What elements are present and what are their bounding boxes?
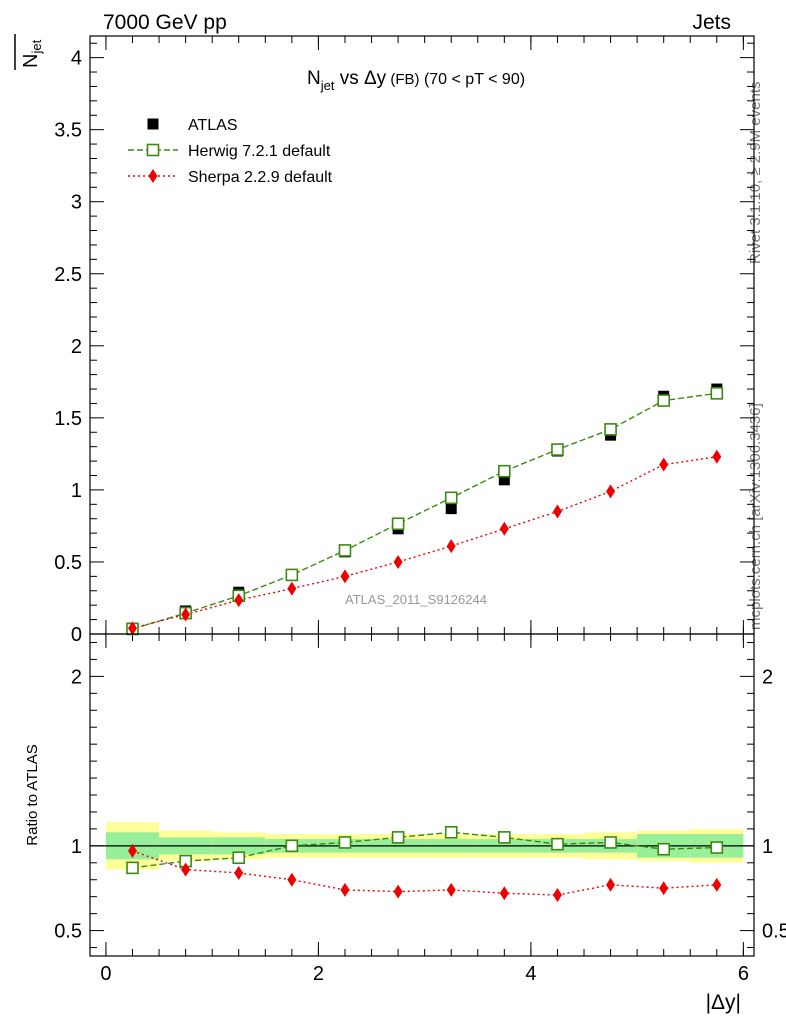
data-point [604, 423, 617, 436]
ratio-point [232, 851, 246, 865]
ratio-point [659, 881, 669, 896]
ratio-y-tick-label-right: 0.5 [762, 921, 786, 943]
title-sub: jet [320, 78, 335, 93]
ratio-point [393, 884, 403, 899]
ratio-y-tick-label: 2 [71, 666, 82, 688]
x-tick-label: 2 [313, 963, 324, 985]
ratio-point [287, 872, 297, 887]
ratio-series-line [132, 850, 717, 896]
legend-marker [147, 118, 159, 130]
title-tag: (FB) [386, 71, 419, 88]
ratio-point [498, 831, 511, 844]
y-tick-label: 0.5 [54, 552, 82, 574]
data-point [499, 521, 509, 536]
ratio-y-tick-label: 0.5 [54, 921, 82, 943]
title-range: (70 < pT < 90) [420, 71, 526, 88]
legend-entry: ATLAS [188, 117, 238, 134]
plot-title: Njet vs Δy (FB) (70 < pT < 90) [307, 68, 525, 93]
data-point [606, 484, 616, 499]
y-tick-label: 1.5 [54, 408, 82, 430]
data-point [127, 621, 137, 636]
data-point [498, 474, 510, 486]
svg-text:Njet: Njet [20, 39, 44, 68]
ratio-point [391, 831, 405, 844]
ylabel-sub: jet [29, 39, 44, 54]
ratio-point [710, 841, 724, 854]
data-point [338, 544, 352, 557]
ratio-point [127, 843, 137, 858]
legend-marker [148, 169, 158, 183]
ratio-plot-frame [89, 633, 755, 957]
data-point [181, 607, 191, 622]
data-point [498, 464, 511, 478]
x-tick-label: 0 [100, 963, 111, 985]
ratio-point [285, 839, 299, 853]
axes-ticks: 0 2 4 6 0 0.5 1 1.5 2 2.5 3 3.5 4 0.5 0.5 1 1 2 2 [54, 36, 786, 985]
mcplots-label: mcplots.cern.ch [arXiv:1306.3436] [747, 403, 764, 630]
data-point [287, 581, 297, 596]
data-point [659, 457, 669, 472]
data-point [710, 387, 724, 400]
x-tick-label: 4 [525, 963, 536, 985]
legend: ATLAS Herwig 7.2.1 default Sherpa 2.2.9 de… [128, 117, 333, 186]
data-point [234, 593, 244, 608]
ratio-axis-label: Ratio to ATLAS [24, 744, 41, 845]
legend-marker [146, 143, 160, 157]
ylabel-main: N [20, 54, 42, 68]
y-tick-label: 0 [71, 624, 82, 646]
ratio-point [499, 886, 509, 901]
data-point [444, 491, 458, 505]
legend-entry: Herwig 7.2.1 default [188, 143, 331, 160]
ratio-point [606, 877, 616, 892]
ratio-point [657, 842, 670, 856]
y-tick-label: 3 [71, 192, 82, 214]
process-label: Jets [692, 11, 731, 34]
series-line [132, 456, 717, 629]
ratio-point [444, 825, 458, 839]
ratio-series-line [132, 831, 717, 869]
title-rest: vs Δy [334, 68, 386, 89]
ratio-point [552, 887, 562, 902]
data-point [285, 568, 299, 582]
data-point [657, 394, 670, 407]
analysis-watermark: ATLAS_2011_S9126244 [345, 592, 487, 607]
x-axis-label: |Δy| [706, 991, 741, 1014]
y-tick-label: 1 [71, 480, 82, 502]
title-main: N [307, 68, 321, 89]
ratio-point [551, 837, 564, 851]
x-tick-label: 6 [738, 963, 749, 985]
ratio-y-tick-label-right: 2 [762, 666, 773, 688]
data-point [445, 503, 457, 515]
data-point [391, 517, 405, 531]
y-tick-label: 4 [71, 48, 82, 70]
series-line [132, 392, 717, 630]
legend-entry: Sherpa 2.2.9 default [188, 169, 333, 186]
ratio-point [712, 877, 722, 892]
ratio-point [340, 882, 350, 897]
ratio-point [446, 882, 456, 897]
ratio-point [604, 836, 617, 849]
ratio-y-tick-label: 1 [71, 836, 82, 858]
rivet-label: Rivet 3.1.10, ≥ 2.9M events [747, 82, 764, 265]
ratio-point [181, 862, 191, 877]
y-tick-label: 2.5 [54, 264, 82, 286]
data-point [446, 539, 456, 554]
data-point [551, 443, 564, 456]
data-point [340, 569, 350, 584]
data-point [393, 554, 403, 569]
ratio-point [338, 836, 352, 849]
ratio-y-tick-label-right: 1 [762, 836, 773, 858]
data-point [552, 504, 562, 519]
ratio-point [126, 861, 139, 875]
series-layer [126, 383, 724, 902]
y-axis-label: Njet [14, 34, 44, 70]
ratio-point [234, 865, 244, 880]
data-point [712, 449, 722, 464]
collision-label: 7000 GeV pp [103, 11, 227, 34]
y-tick-label: 3.5 [54, 120, 82, 142]
y-tick-label: 2 [71, 336, 82, 358]
